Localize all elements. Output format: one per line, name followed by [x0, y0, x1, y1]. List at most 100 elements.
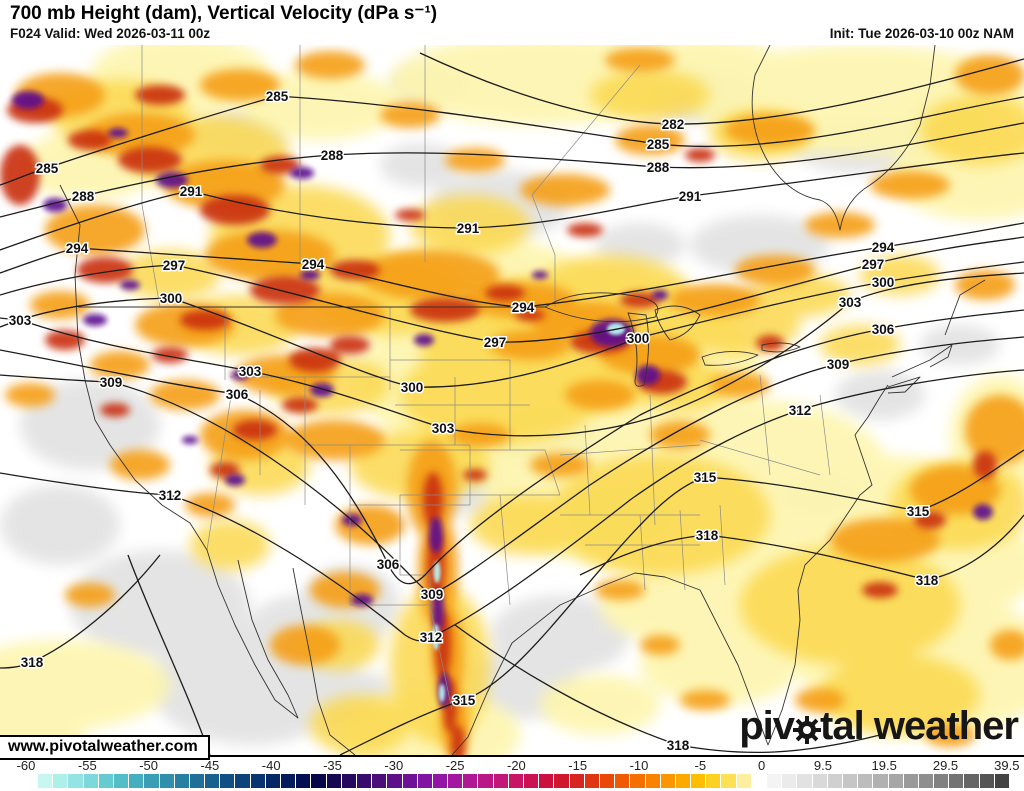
colorbar-cell [387, 774, 403, 788]
colorbar-tick: -50 [139, 758, 158, 773]
colorbar-tick: -20 [506, 758, 526, 773]
colorbar-cell [691, 774, 707, 788]
colorbar-cell [508, 774, 524, 788]
gear-icon [792, 715, 822, 745]
colorbar-cell [113, 774, 130, 788]
contour-label-303: 303 [239, 364, 262, 379]
colorbar: -60 -55 -50 -45 -40 -35 -30 -25 -20 -15 -10 -5 0 9.5 1… [0, 755, 1024, 791]
colorbar-cell [539, 774, 555, 788]
colorbar-tick: 0 [757, 758, 766, 773]
contour-label-309: 309 [100, 375, 123, 390]
colorbar-cell [949, 774, 965, 788]
model-init-time: Init: Tue 2026-03-10 00z NAM [829, 26, 1014, 41]
colorbar-cell [205, 774, 221, 788]
map-canvas: 282 285 285 285 288 288 288 291 291 291 294 294 294 2… [0, 45, 1024, 755]
contour-label-285: 285 [266, 89, 289, 104]
colorbar-cell [767, 774, 783, 788]
colorbar-cell [827, 774, 843, 788]
colorbar-tick: 39.5 [994, 758, 1020, 773]
contour-label-303: 303 [839, 295, 862, 310]
colorbar-cell [706, 774, 722, 788]
contour-label-315: 315 [453, 693, 476, 708]
colorbar-cell [144, 774, 160, 788]
contour-label-297: 297 [484, 335, 507, 350]
watermark-url[interactable]: www.pivotalweather.com [0, 735, 210, 760]
velocity-shading-purple [12, 91, 993, 708]
contour-label-303: 303 [9, 313, 32, 328]
colorbar-cell [68, 774, 84, 788]
contour-label-285: 285 [36, 161, 59, 176]
colorbar-cell [356, 774, 373, 788]
colorbar-cell [311, 774, 327, 788]
colorbar-cell [174, 774, 190, 788]
colorbar-tick: -60 [16, 758, 36, 773]
contour-label-288: 288 [72, 189, 95, 204]
page-title: 700 mb Height (dam), Vertical Velocity (… [10, 3, 438, 24]
contour-label-300: 300 [627, 331, 650, 346]
contour-label-318: 318 [696, 528, 719, 543]
contour-label-318: 318 [21, 655, 44, 670]
colorbar-tick: -35 [323, 758, 342, 773]
contour-label-309: 309 [421, 587, 444, 602]
colorbar-cell [98, 774, 114, 788]
colorbar-cell [615, 774, 631, 788]
contour-label-291: 291 [679, 189, 702, 204]
contour-label-312: 312 [159, 488, 182, 503]
colorbar-cell [584, 774, 600, 788]
colorbar-cell [630, 774, 646, 788]
contour-label-318: 318 [916, 573, 939, 588]
colorbar-cell [326, 774, 342, 788]
colorbar-tick: -30 [384, 758, 404, 773]
contour-label-282: 282 [662, 117, 685, 132]
contour-label-312: 312 [789, 403, 812, 418]
colorbar-cell [888, 774, 904, 788]
colorbar-cell [812, 774, 828, 788]
colorbar-cell [250, 774, 266, 788]
contour-label-294: 294 [302, 257, 325, 272]
colorbar-cell [979, 774, 995, 788]
contour-label-300: 300 [872, 275, 895, 290]
colorbar-cell [83, 774, 99, 788]
colorbar-cells [38, 774, 1010, 788]
colorbar-cell [782, 774, 798, 788]
colorbar-tick: -55 [77, 758, 97, 773]
colorbar-tick: 9.5 [813, 758, 832, 773]
colorbar-cell [873, 774, 889, 788]
colorbar-cell [645, 774, 661, 788]
contour-label-294: 294 [512, 300, 535, 315]
header: 700 mb Height (dam), Vertical Velocity (… [0, 0, 1024, 45]
velocity-shading-red [0, 85, 997, 755]
colorbar-cell [964, 774, 980, 788]
contour-label-294: 294 [872, 240, 895, 255]
colorbar-cell [842, 774, 859, 788]
colorbar-cell [372, 774, 388, 788]
colorbar-cell [38, 774, 54, 788]
colorbar-cell [341, 774, 357, 788]
contour-label-291: 291 [180, 184, 203, 199]
contour-label-312: 312 [420, 630, 443, 645]
contour-labels: 282 285 285 285 288 288 288 291 291 291 294 294 294 2… [7, 88, 940, 755]
contour-label-315: 315 [907, 504, 930, 519]
colorbar-cell [448, 774, 464, 788]
colorbar-cell [524, 774, 540, 788]
colorbar-cell [159, 774, 175, 788]
colorbar-cell [220, 774, 236, 788]
contour-label-288: 288 [321, 148, 344, 163]
colorbar-cell [129, 774, 145, 788]
colorbar-tick: -10 [629, 758, 649, 773]
contour-label-306: 306 [226, 387, 249, 402]
colorbar-cell [660, 774, 676, 788]
colorbar-cell [751, 774, 767, 788]
colorbar-tick: 29.5 [932, 758, 959, 773]
contour-label-306: 306 [872, 322, 895, 337]
colorbar-cell [554, 774, 570, 788]
logo-text-left: piv [739, 704, 795, 748]
weather-map-svg: 282 285 285 285 288 288 288 291 291 291 294 294 294 2… [0, 45, 1024, 755]
colorbar-cell [736, 774, 752, 788]
contour-label-309: 309 [827, 357, 850, 372]
colorbar-tick: -15 [568, 758, 588, 773]
colorbar-cell [858, 774, 874, 788]
contour-label-294: 294 [66, 241, 89, 256]
contour-label-318: 318 [667, 738, 690, 753]
